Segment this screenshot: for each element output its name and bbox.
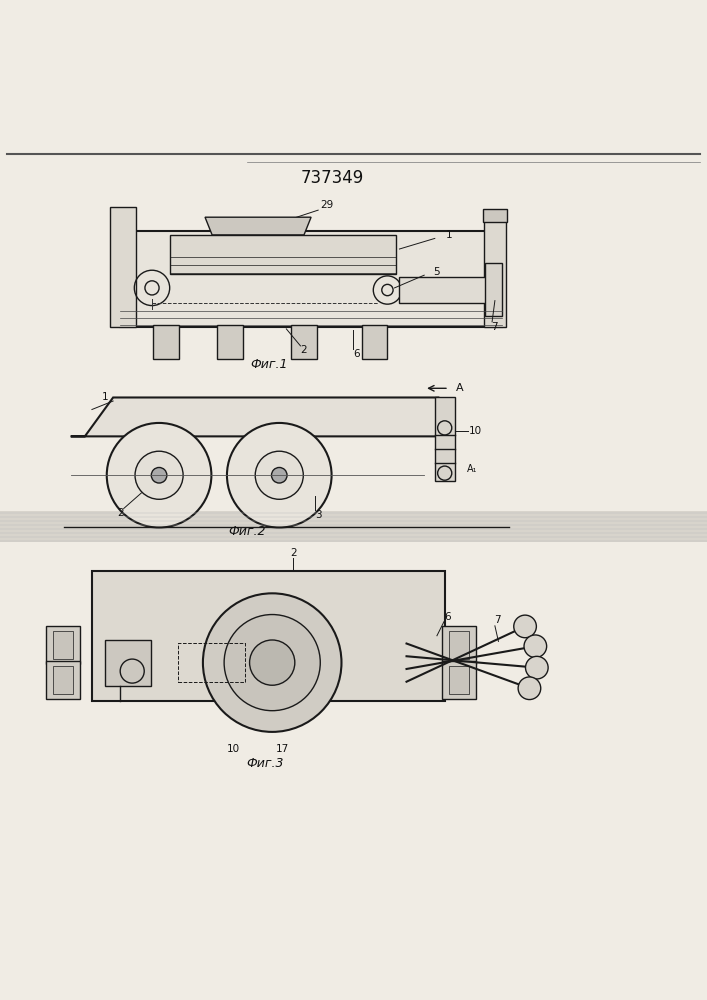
Bar bbox=[442, 626, 476, 664]
Bar bbox=[435, 397, 455, 481]
Bar bbox=[449, 631, 469, 659]
Circle shape bbox=[518, 677, 541, 700]
Text: 3: 3 bbox=[315, 510, 322, 520]
Text: 5: 5 bbox=[433, 267, 440, 277]
Text: A₁: A₁ bbox=[467, 464, 477, 474]
Text: 6: 6 bbox=[354, 349, 361, 359]
Text: 7: 7 bbox=[494, 615, 501, 625]
Ellipse shape bbox=[255, 451, 303, 499]
Circle shape bbox=[151, 467, 167, 483]
Text: 737349: 737349 bbox=[300, 169, 364, 187]
Text: 1: 1 bbox=[445, 230, 452, 240]
Bar bbox=[484, 221, 506, 327]
Bar bbox=[46, 661, 80, 699]
Text: 2: 2 bbox=[117, 508, 124, 518]
Bar bbox=[0, 511, 707, 542]
Text: Фиг.2: Фиг.2 bbox=[228, 525, 267, 538]
Ellipse shape bbox=[227, 423, 332, 528]
Text: 2: 2 bbox=[300, 345, 308, 355]
Circle shape bbox=[514, 615, 537, 638]
Text: 29: 29 bbox=[321, 200, 334, 210]
Text: 1: 1 bbox=[101, 392, 108, 402]
Bar bbox=[46, 626, 80, 664]
Circle shape bbox=[203, 593, 341, 732]
Bar bbox=[442, 661, 476, 699]
Bar bbox=[53, 631, 73, 659]
Ellipse shape bbox=[135, 451, 183, 499]
Text: 6: 6 bbox=[444, 612, 451, 622]
Bar bbox=[178, 643, 245, 682]
Text: A: A bbox=[456, 383, 463, 393]
Circle shape bbox=[224, 615, 320, 711]
Bar bbox=[105, 640, 151, 686]
Bar bbox=[53, 666, 73, 694]
Circle shape bbox=[524, 635, 547, 658]
Circle shape bbox=[250, 640, 295, 685]
Bar bbox=[483, 209, 507, 222]
Circle shape bbox=[525, 656, 548, 679]
Text: 10: 10 bbox=[227, 744, 240, 754]
Text: 10: 10 bbox=[469, 426, 481, 436]
Bar bbox=[485, 263, 502, 316]
Bar bbox=[92, 571, 445, 701]
Polygon shape bbox=[205, 217, 311, 235]
Bar bbox=[170, 235, 396, 274]
Text: 17: 17 bbox=[276, 744, 289, 754]
Circle shape bbox=[271, 467, 287, 483]
Bar bbox=[110, 207, 136, 327]
Bar bbox=[217, 325, 243, 359]
Bar bbox=[399, 277, 488, 303]
Bar bbox=[153, 325, 179, 359]
Bar bbox=[449, 666, 469, 694]
Text: 7: 7 bbox=[491, 322, 498, 332]
Ellipse shape bbox=[107, 423, 211, 528]
Text: Фиг.1: Фиг.1 bbox=[250, 358, 288, 371]
Text: 2: 2 bbox=[290, 548, 297, 558]
Bar bbox=[362, 325, 387, 359]
Polygon shape bbox=[71, 397, 438, 436]
Bar bbox=[291, 325, 317, 359]
Text: Фиг.3: Фиг.3 bbox=[246, 757, 284, 770]
Bar bbox=[120, 231, 502, 327]
